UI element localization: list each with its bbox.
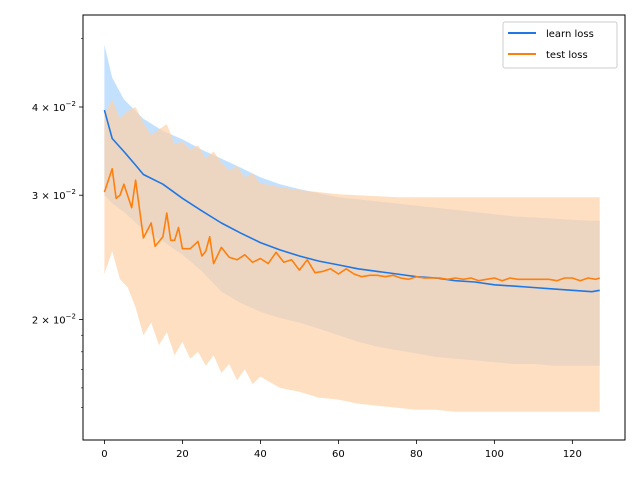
legend: learn loss test loss	[502, 21, 618, 69]
confidence-bands	[104, 44, 600, 412]
series-lines	[103, 109, 600, 293]
x-tick-label: 80	[410, 449, 423, 460]
line-test-loss	[103, 168, 600, 282]
y-tick-label: 3 × 10−2	[32, 188, 76, 202]
x-tick-label: 20	[176, 449, 189, 460]
y-axis: 2 × 10−2 3 × 10−2 4 × 10−2	[32, 38, 83, 408]
x-tick-label: 100	[485, 449, 504, 460]
y-tick-label: 4 × 10−2	[32, 100, 76, 114]
legend-label-test-loss: test loss	[546, 50, 588, 61]
x-tick-label: 120	[563, 449, 582, 460]
x-tick-label: 40	[254, 449, 267, 460]
x-axis: 0 20 40 60 80 100 120	[101, 440, 582, 460]
x-tick-label: 0	[101, 449, 107, 460]
x-tick-label: 60	[332, 449, 345, 460]
y-tick-label: 2 × 10−2	[32, 313, 76, 327]
line-learn-loss	[103, 109, 600, 293]
axes-frame	[82, 14, 626, 441]
band-test-loss	[104, 99, 600, 412]
legend-label-learn-loss: learn loss	[546, 29, 594, 40]
